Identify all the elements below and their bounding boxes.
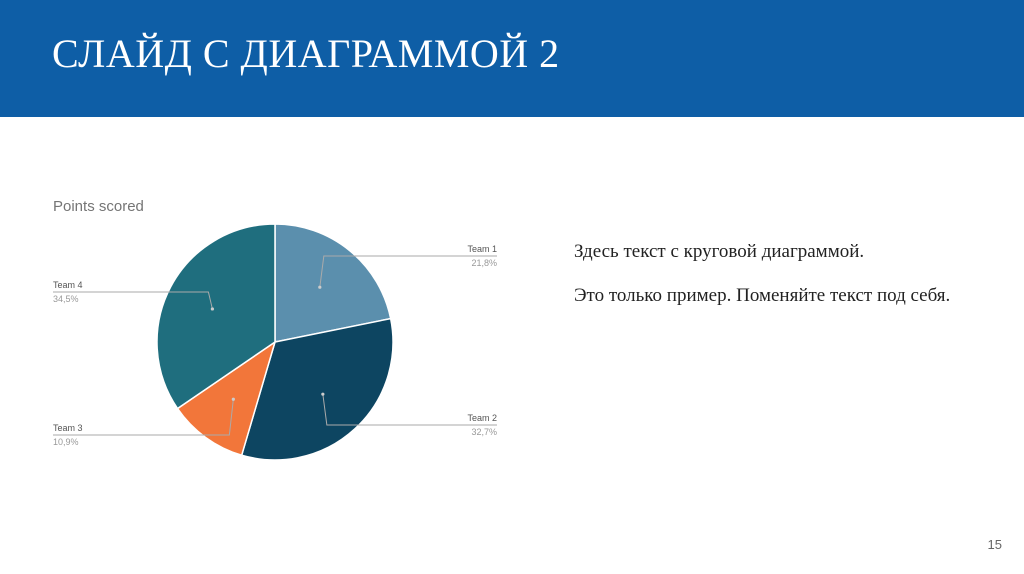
slice-label-name: Team 3: [53, 423, 83, 433]
leader-dot: [318, 285, 322, 289]
leader-line-team-1: [319, 255, 497, 288]
leader-dot: [231, 397, 235, 401]
leader-line-team-4: [53, 291, 213, 310]
pie-chart: Team 1 21,8% Team 2 32,7% Team 3 10,9% Team 4 3…: [53, 223, 497, 461]
body-paragraph-1: Здесь текст с круговой диаграммой.: [574, 241, 865, 262]
slide-title: СЛАЙД С ДИАГРАММОЙ 2: [52, 31, 560, 76]
pie-slices: [156, 223, 394, 461]
leader-dot: [210, 307, 214, 311]
pie-slice-team-1: [274, 223, 392, 343]
slice-label-percent: 10,9%: [53, 437, 79, 447]
chart-title: Points scored: [53, 198, 144, 215]
leader-line-team-3: [53, 399, 234, 436]
pie-labels: Team 1 21,8% Team 2 32,7% Team 3 10,9% Team 4 3…: [53, 244, 497, 447]
slice-label-name: Team 4: [53, 280, 83, 290]
slice-label-name: Team 2: [467, 413, 497, 423]
slide-header: СЛАЙД С ДИАГРАММОЙ 2: [0, 0, 1024, 117]
page-number: 15: [987, 537, 1002, 552]
leader-line-team-2: [322, 394, 497, 426]
body-paragraph-2: Это только пример. Поменяйте текст под с…: [574, 285, 951, 306]
slice-label-name: Team 1: [467, 244, 497, 254]
slice-label-percent: 32,7%: [471, 427, 497, 437]
pie-leader-lines: [53, 255, 497, 436]
pie-slice-team-3: [176, 340, 277, 457]
leader-dot: [321, 392, 325, 396]
slice-label-percent: 34,5%: [53, 294, 79, 304]
slide-body: Здесь текст с круговой диаграммой. Это т…: [574, 238, 994, 326]
slice-label-percent: 21,8%: [471, 258, 497, 268]
pie-slice-team-4: [156, 223, 276, 410]
